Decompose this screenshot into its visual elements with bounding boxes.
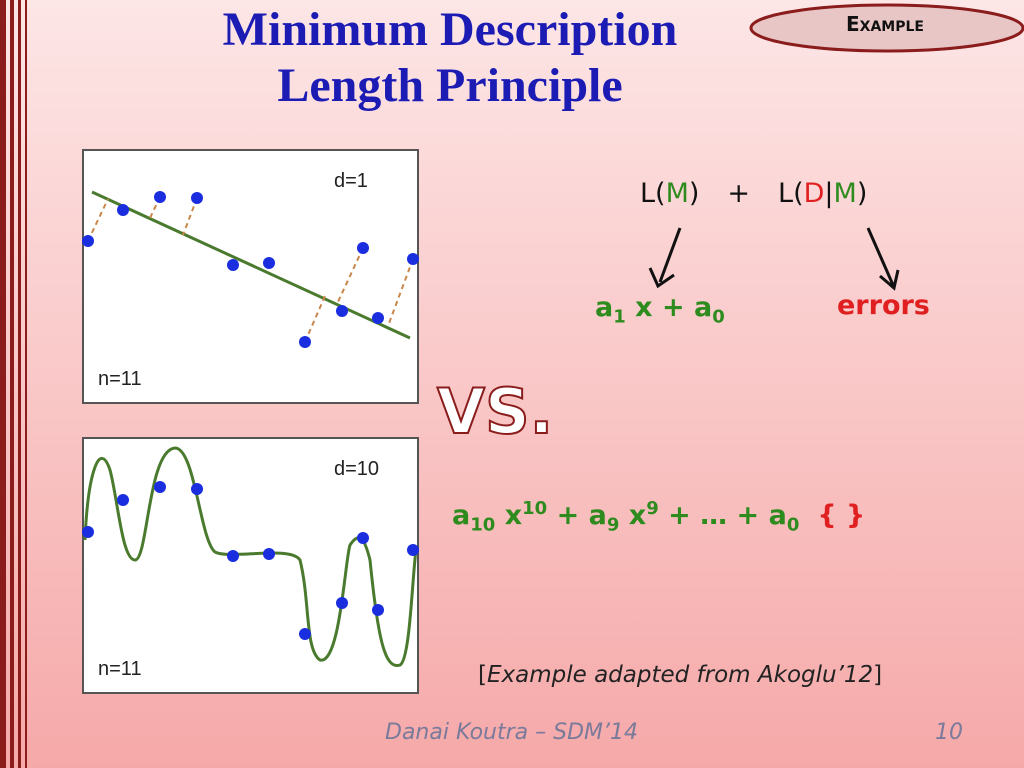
citation-part: Example adapted from Akoglu’12 bbox=[486, 662, 874, 688]
term-part: x + a bbox=[625, 292, 713, 323]
term-part: a bbox=[595, 292, 614, 323]
citation-part: [ bbox=[478, 662, 487, 688]
term-part: a bbox=[452, 500, 471, 531]
term-part: + … + a bbox=[658, 500, 787, 531]
plot-label: n=11 bbox=[98, 658, 142, 680]
versus: VS. bbox=[436, 374, 554, 449]
plot-label: n=11 bbox=[98, 368, 142, 390]
term-part: 9 bbox=[606, 514, 620, 536]
plot-linear bbox=[82, 149, 419, 404]
citation: [Example adapted from Akoglu’12] bbox=[478, 662, 882, 688]
arrows bbox=[648, 227, 900, 291]
term-part: x bbox=[619, 500, 647, 531]
footer-author: Danai Koutra – SDM’14 bbox=[385, 720, 639, 745]
formula-part: M bbox=[833, 178, 857, 209]
title: Minimum Description Length Principle bbox=[140, 2, 760, 114]
formula-part: ) bbox=[688, 178, 700, 209]
error-term: errors bbox=[837, 290, 930, 321]
plot-label: d=1 bbox=[334, 170, 368, 192]
formula-part: L( bbox=[640, 178, 666, 209]
formula-part: + bbox=[727, 178, 751, 209]
plot-polynomial bbox=[82, 437, 419, 694]
title-line: Minimum Description bbox=[222, 3, 678, 56]
term-part: 10 bbox=[522, 498, 548, 519]
model-term: a1 x + a0 bbox=[595, 292, 725, 327]
term-part: 10 bbox=[470, 514, 496, 536]
badge-shape bbox=[749, 3, 1024, 53]
formula-part: D bbox=[803, 178, 825, 209]
term-part: + a bbox=[547, 500, 607, 531]
badge: Example bbox=[846, 12, 924, 36]
cost-formula: L(M) + L(D|M) bbox=[640, 178, 867, 209]
page-number: 10 bbox=[935, 720, 963, 745]
term-part: x bbox=[495, 500, 523, 531]
term-part: 0 bbox=[712, 306, 725, 328]
term-part: 9 bbox=[646, 498, 659, 519]
citation-part: ] bbox=[873, 662, 883, 688]
term-part: 1 bbox=[613, 306, 626, 328]
empty-set: { } bbox=[817, 500, 866, 531]
plot-label: d=10 bbox=[334, 458, 380, 480]
poly-formula: a10 x10 + a9 x9 + … + a0{ } bbox=[452, 498, 865, 535]
term-part: 0 bbox=[786, 514, 800, 536]
title-line: Length Principle bbox=[277, 59, 623, 112]
formula-part: ) bbox=[856, 178, 868, 209]
formula-part: L( bbox=[778, 178, 804, 209]
formula-part: | bbox=[824, 178, 834, 209]
formula-part: M bbox=[665, 178, 689, 209]
